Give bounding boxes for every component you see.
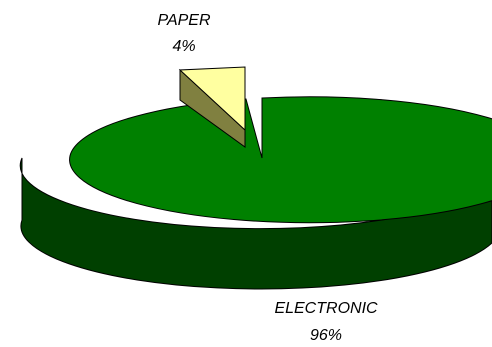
slice-value-electronic: 96%: [310, 327, 342, 344]
slice-paper: [178, 66, 246, 132]
slice-value-paper: 4%: [172, 38, 195, 55]
slice-label-electronic: ELECTRONIC: [274, 300, 378, 317]
slice-electronic: [69, 96, 492, 224]
slice-electronic-side: [19, 157, 492, 290]
slice-label-paper: PAPER: [157, 12, 211, 29]
